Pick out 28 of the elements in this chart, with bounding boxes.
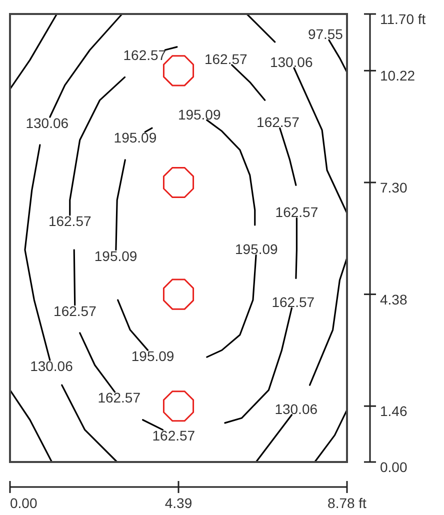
y-tick-label: 1.46 bbox=[380, 403, 408, 420]
y-tick-label: 10.22 bbox=[380, 68, 416, 84]
series-label: 162.57 bbox=[204, 51, 248, 68]
series-label: 97.55 bbox=[308, 26, 344, 42]
series-label: 195.09 bbox=[94, 248, 138, 264]
y-tick-label: 7.30 bbox=[380, 179, 408, 196]
series-label: 162.57 bbox=[123, 47, 166, 64]
series-label: 162.57 bbox=[48, 213, 92, 230]
series-label: 162.57 bbox=[275, 204, 318, 220]
x-tick-label: 8.78 ft bbox=[328, 495, 367, 511]
series-label: 130.06 bbox=[270, 54, 313, 70]
y-tick-label: 0.00 bbox=[380, 459, 408, 475]
series-label: 162.57 bbox=[54, 303, 97, 320]
series-label: 195.09 bbox=[131, 348, 174, 364]
series-label: 162.57 bbox=[98, 390, 141, 406]
y-tick-label: 11.70 ft bbox=[380, 11, 426, 27]
series-label: 195.09 bbox=[235, 241, 278, 258]
series-label: 195.09 bbox=[178, 106, 221, 122]
series-label: 130.06 bbox=[274, 401, 318, 418]
series-label: 130.06 bbox=[30, 358, 74, 374]
series-label: 162.57 bbox=[152, 427, 196, 444]
series-label: 130.06 bbox=[26, 114, 69, 131]
x-tick-label: 0.00 bbox=[10, 495, 38, 511]
series-label: 195.09 bbox=[114, 129, 157, 146]
x-tick-label: 4.39 bbox=[164, 495, 192, 511]
series-label: 162.57 bbox=[272, 294, 315, 310]
series-label: 162.57 bbox=[256, 114, 300, 130]
y-tick-label: 4.38 bbox=[380, 291, 408, 308]
